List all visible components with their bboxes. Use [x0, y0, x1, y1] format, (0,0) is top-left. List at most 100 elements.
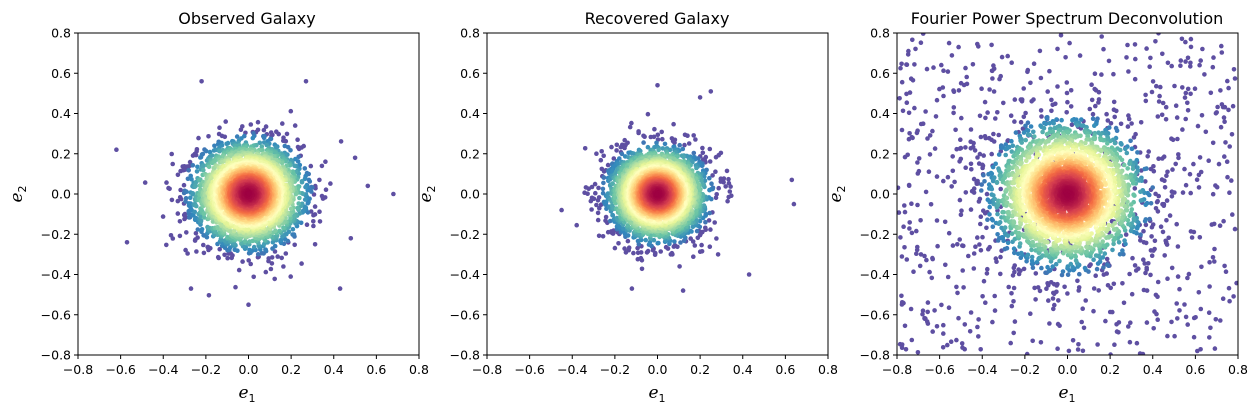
- scatter-point: [272, 276, 278, 282]
- scatter-point: [228, 251, 234, 256]
- scatter-point: [311, 192, 317, 197]
- scatter-point: [232, 228, 237, 234]
- scatter-point: [595, 217, 601, 223]
- scatter-point: [282, 143, 288, 149]
- scatter-point: [304, 222, 310, 227]
- scatter-point: [177, 219, 183, 224]
- scatter-point: [275, 254, 281, 259]
- scatter-point: [594, 202, 599, 208]
- scatter-point: [746, 272, 752, 277]
- scatter-point: [595, 210, 601, 216]
- scatter-point: [365, 183, 371, 189]
- x-tick-label: −0.2: [191, 362, 221, 377]
- scatter-point: [651, 237, 657, 243]
- scatter-point: [297, 162, 303, 168]
- scatter-point: [596, 195, 602, 200]
- scatter-point: [592, 181, 598, 187]
- scatter-point: [282, 237, 288, 242]
- scatter-point: [707, 159, 713, 164]
- scatter-point: [175, 211, 181, 216]
- scatter-point: [639, 266, 645, 272]
- scatter-point: [391, 191, 396, 197]
- scatter-point: [723, 184, 728, 189]
- scatter-point: [728, 184, 733, 189]
- scatter-point: [697, 249, 703, 254]
- scatter-point: [228, 153, 233, 159]
- scatter-point: [658, 249, 663, 254]
- scatter-point: [212, 143, 217, 149]
- scatter-point: [178, 196, 184, 202]
- scatter-point: [607, 218, 613, 224]
- scatter-point: [196, 135, 201, 141]
- scatter-point: [629, 120, 634, 126]
- scatter-points: [114, 79, 396, 308]
- scatter-point: [651, 134, 657, 140]
- scatter-point: [263, 124, 269, 129]
- scatter-point: [647, 239, 653, 245]
- scatter-point: [663, 244, 669, 250]
- scatter-point: [589, 207, 594, 212]
- scatter-point: [263, 269, 269, 275]
- scatter-point: [259, 144, 265, 149]
- x-tick-label: 0.2: [281, 362, 301, 377]
- scatter-point: [251, 244, 257, 250]
- scatter-point: [726, 194, 731, 200]
- scatter-point: [596, 233, 602, 239]
- scatter-point: [312, 242, 318, 247]
- scatter-points: [559, 83, 797, 293]
- scatter-point: [225, 255, 230, 261]
- scatter-point: [712, 220, 717, 225]
- scatter-point: [238, 127, 244, 132]
- scatter-point: [680, 146, 686, 152]
- scatter-point: [261, 135, 267, 141]
- scatter-point: [694, 228, 700, 234]
- scatter-point: [194, 169, 200, 174]
- scatter-point: [195, 235, 200, 240]
- scatter-point: [677, 142, 682, 148]
- scatter-point: [206, 164, 212, 170]
- scatter-point: [268, 266, 274, 272]
- scatter-point: [201, 242, 206, 248]
- scatter-point: [574, 222, 579, 228]
- scatter-point: [610, 212, 616, 218]
- scatter-point: [175, 172, 181, 178]
- scatter-point: [284, 131, 290, 137]
- y-tick-label: −0.2: [41, 227, 71, 242]
- scatter-point: [212, 159, 217, 164]
- scatter-point: [269, 255, 275, 260]
- scatter-point: [718, 179, 724, 184]
- scatter-point: [681, 154, 686, 160]
- scatter-point: [691, 254, 696, 259]
- scatter-point: [677, 264, 682, 269]
- scatter-point: [703, 225, 708, 231]
- x-tick-label: 0.0: [239, 362, 259, 377]
- scatter-point: [300, 208, 306, 214]
- scatter-point: [217, 125, 222, 130]
- scatter-point: [609, 144, 614, 150]
- scatter-point: [296, 201, 302, 206]
- scatter-point: [559, 207, 564, 213]
- scatter-point: [296, 146, 302, 152]
- scatter-point: [714, 192, 719, 197]
- y-tick-label: 0.6: [51, 66, 71, 81]
- scatter-point: [591, 196, 597, 202]
- scatter-point: [726, 180, 732, 186]
- scatter-point: [240, 259, 245, 264]
- scatter-point: [707, 175, 712, 181]
- scatter-point: [273, 228, 278, 233]
- scatter-point: [201, 167, 206, 173]
- x-axis-ticks: −0.8 −0.6 −0.4 −0.2 0.0 0.2 0.4 0.6 0.8: [63, 355, 429, 377]
- scatter-point: [700, 157, 706, 162]
- scatter-point: [290, 232, 295, 237]
- scatter-point: [177, 233, 183, 239]
- scatter-point: [164, 180, 169, 185]
- scatter-point: [175, 198, 181, 204]
- scatter-point: [622, 246, 627, 251]
- scatter-point: [198, 155, 204, 160]
- scatter-point: [206, 293, 212, 298]
- scatter-point: [114, 147, 119, 152]
- scatter-point: [707, 210, 712, 216]
- scatter-point: [290, 227, 296, 232]
- scatter-point: [686, 141, 692, 146]
- scatter-point: [612, 245, 618, 251]
